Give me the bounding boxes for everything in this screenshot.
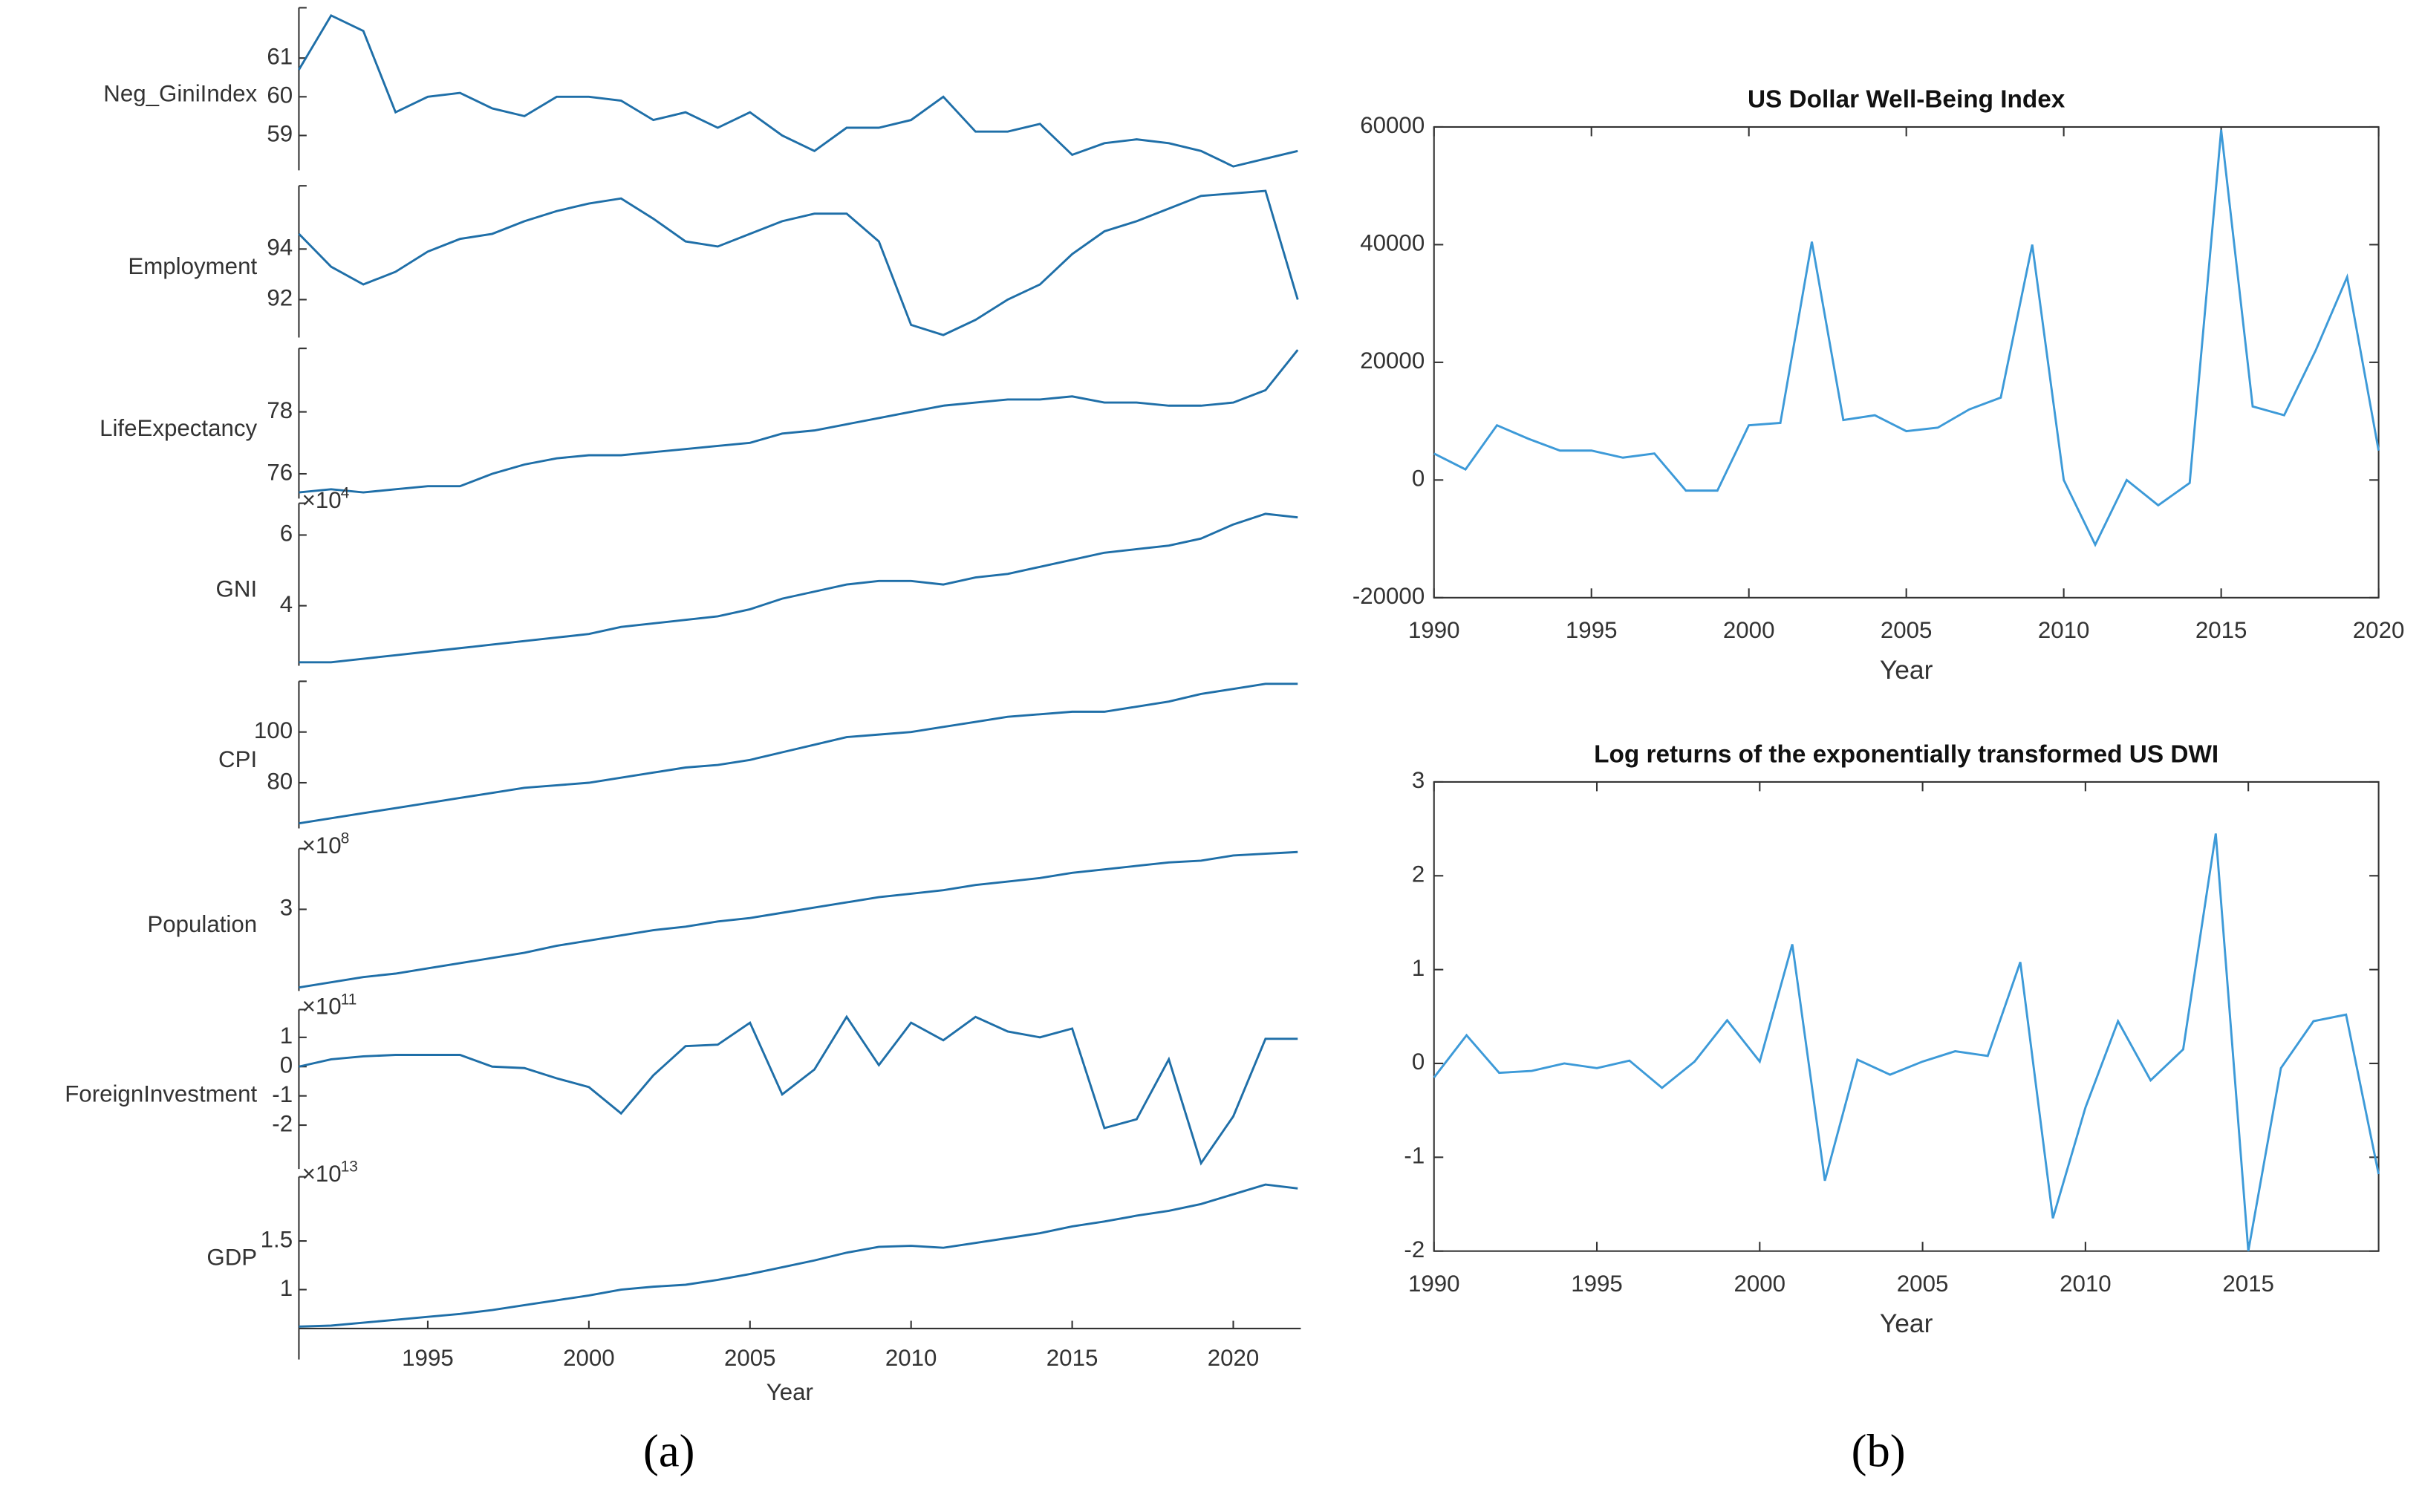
x-tick-label: 2015 bbox=[2195, 617, 2247, 643]
y-tick-label: -1 bbox=[272, 1081, 293, 1107]
chart-title: Log returns of the exponentially transfo… bbox=[1594, 740, 2218, 768]
plot-box bbox=[1433, 781, 2380, 1252]
y-tick-label: 40000 bbox=[1360, 230, 1425, 256]
multiplier: ×10 bbox=[302, 487, 342, 513]
y-tick-label: 1 bbox=[280, 1023, 293, 1049]
x-tick-label: 2005 bbox=[1897, 1271, 1949, 1297]
data-line bbox=[298, 189, 1299, 336]
y-tick-label: 80 bbox=[267, 768, 293, 794]
y-tick-label: -2 bbox=[272, 1110, 293, 1136]
y-tick-label: 20000 bbox=[1360, 348, 1425, 374]
y-tick-label: 94 bbox=[267, 235, 293, 261]
x-axis-label: Year bbox=[1880, 655, 1933, 685]
x-tick-label: 2010 bbox=[2060, 1271, 2112, 1297]
series-name: GNI bbox=[216, 576, 258, 602]
series-name: ForeignInvestment bbox=[65, 1081, 257, 1107]
data-line bbox=[299, 512, 1298, 664]
y-tick-label: 59 bbox=[267, 121, 293, 147]
x-tick-label: 2000 bbox=[1723, 617, 1775, 643]
x-tick-label: 1995 bbox=[1571, 1271, 1623, 1297]
panel-label: (a) bbox=[643, 1424, 694, 1476]
x-tick-label: 2015 bbox=[2222, 1271, 2274, 1297]
y-tick-label: 3 bbox=[1412, 767, 1425, 793]
multiplier-exponent: 8 bbox=[341, 830, 350, 847]
y-tick-label: 1 bbox=[280, 1275, 293, 1301]
y-tick-label: -1 bbox=[1404, 1143, 1425, 1169]
x-tick-label: 2010 bbox=[2038, 617, 2090, 643]
y-tick-label: 1 bbox=[1412, 955, 1425, 981]
y-tick-label: 92 bbox=[267, 285, 293, 311]
y-tick-label: 60 bbox=[267, 82, 293, 108]
y-tick-label: 60000 bbox=[1360, 112, 1425, 138]
multiplier-exponent: 4 bbox=[341, 485, 350, 502]
data-line bbox=[299, 1183, 1298, 1328]
data-line bbox=[1433, 129, 2380, 547]
x-tick-label: 2020 bbox=[1208, 1345, 1260, 1371]
x-axis-label: Year bbox=[1880, 1309, 1933, 1338]
y-tick-label: 0 bbox=[1412, 1049, 1425, 1075]
x-tick-label: 2005 bbox=[1881, 617, 1933, 643]
series-name: LifeExpectancy bbox=[100, 415, 257, 441]
chart-title: US Dollar Well-Being Index bbox=[1748, 85, 2065, 113]
x-tick-label: 2000 bbox=[1734, 1271, 1786, 1297]
data-line bbox=[299, 850, 1298, 989]
multiplier: ×10 bbox=[302, 832, 342, 858]
data-line bbox=[299, 1014, 1298, 1166]
panel-label: (b) bbox=[1852, 1424, 1906, 1476]
y-tick-label: 6 bbox=[280, 521, 293, 547]
plot-box bbox=[1433, 126, 2380, 599]
y-tick-label: 1.5 bbox=[261, 1226, 293, 1252]
y-tick-label: 3 bbox=[280, 895, 293, 921]
series-name: Employment bbox=[128, 253, 257, 279]
multiplier-exponent: 13 bbox=[341, 1159, 358, 1176]
multiplier-exponent: 11 bbox=[341, 991, 357, 1008]
series-name: GDP bbox=[206, 1244, 257, 1270]
x-tick-label: 1995 bbox=[1566, 617, 1618, 643]
x-tick-label: 2010 bbox=[885, 1345, 937, 1371]
x-tick-label: 2020 bbox=[2353, 617, 2405, 643]
y-tick-label: -20000 bbox=[1352, 583, 1425, 609]
x-tick-label: 2000 bbox=[563, 1345, 615, 1371]
x-tick-label: 1990 bbox=[1408, 617, 1460, 643]
data-line bbox=[299, 682, 1298, 825]
multiplier: ×10 bbox=[302, 1161, 342, 1187]
multiplier: ×10 bbox=[302, 994, 342, 1020]
series-name: Population bbox=[147, 911, 257, 937]
y-tick-label: 2 bbox=[1412, 861, 1425, 887]
x-tick-label: 1995 bbox=[402, 1345, 454, 1371]
data-line bbox=[299, 349, 1299, 494]
data-line bbox=[1433, 833, 2380, 1251]
data-line bbox=[298, 13, 1298, 168]
x-tick-label: 1990 bbox=[1408, 1271, 1460, 1297]
y-tick-label: 0 bbox=[1412, 466, 1425, 492]
y-tick-label: 61 bbox=[267, 43, 293, 69]
x-tick-label: 2015 bbox=[1046, 1345, 1098, 1371]
x-axis-label: Year bbox=[766, 1379, 813, 1405]
x-tick-label: 2005 bbox=[724, 1345, 776, 1371]
series-name: CPI bbox=[218, 746, 257, 772]
y-tick-label: 100 bbox=[254, 717, 293, 743]
y-tick-label: -2 bbox=[1404, 1236, 1425, 1262]
y-tick-label: 78 bbox=[267, 397, 293, 423]
series-name: Neg_GiniIndex bbox=[103, 80, 257, 106]
y-tick-label: 76 bbox=[267, 459, 293, 485]
y-tick-label: 4 bbox=[280, 591, 293, 617]
y-tick-label: 0 bbox=[280, 1052, 293, 1078]
